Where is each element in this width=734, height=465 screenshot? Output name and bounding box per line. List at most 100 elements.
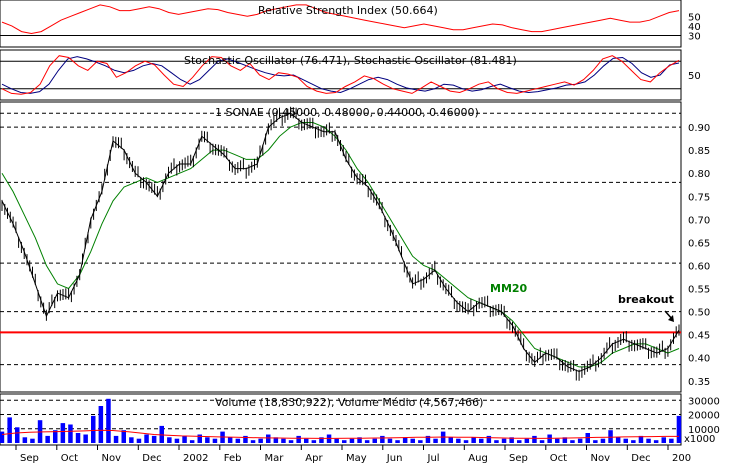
volume-bar: [113, 435, 119, 443]
price-tick-label: 0.50: [688, 308, 710, 319]
rsi-title: Relative Strength Index (50.664): [258, 4, 438, 17]
x-tick-label: Oct: [61, 453, 78, 464]
volume-bar: [151, 435, 157, 443]
stochastic-d-line: [1, 55, 680, 95]
volume-bar: [136, 438, 142, 443]
volume-bar: [273, 437, 279, 443]
x-tick-label: Mar: [265, 453, 285, 464]
price-title: 1 SONAE (0.45000, 0.48000, 0.44000, 0.46…: [215, 106, 479, 119]
volume-bar: [68, 424, 73, 443]
volume-bar: [174, 438, 180, 443]
volume-bar: [296, 435, 301, 443]
volume-bar: [669, 438, 674, 443]
volume-bar: [288, 440, 294, 443]
volume-bar: [311, 440, 317, 443]
volume-bar: [425, 435, 431, 443]
price-tick-label: 0.55: [688, 285, 710, 296]
x-tick-label: Feb: [224, 453, 242, 464]
volume-bar: [281, 438, 286, 443]
volume-bar: [501, 438, 507, 443]
volume-bar: [22, 437, 28, 443]
volume-bar: [661, 437, 666, 443]
volume-bar: [212, 438, 218, 443]
rsi-line: [1, 4, 680, 35]
volume-average-line: [1, 429, 679, 439]
volume-bar: [456, 438, 461, 443]
price-close-line: [1, 112, 680, 373]
volume-title: Volume (18,830,922), Volume Médio (4,567…: [215, 396, 483, 409]
rsi-panel: [0, 0, 682, 48]
volume-bar: [235, 438, 241, 443]
volume-bar: [75, 433, 81, 443]
volume-bar: [517, 440, 522, 443]
breakout-label: breakout: [618, 293, 674, 306]
price-tick-label: 0.75: [688, 192, 710, 203]
volume-bar: [524, 438, 530, 443]
volume-bar: [98, 406, 104, 443]
volume-bar: [205, 437, 210, 443]
volume-bar: [250, 440, 256, 443]
volume-bar: [197, 434, 202, 443]
volume-bar: [532, 435, 537, 443]
x-tick-label: Nov: [102, 453, 122, 464]
volume-bar: [562, 437, 568, 443]
x-tick-label: Oct: [550, 453, 567, 464]
x-tick-label: Apr: [305, 453, 323, 464]
volume-bar: [418, 440, 423, 443]
price-tick-label: 0.80: [688, 169, 710, 180]
volume-bar: [608, 430, 613, 443]
volume-bar: [494, 440, 499, 443]
price-tick-label: 0.90: [688, 123, 710, 134]
stochastic-plot: [0, 55, 681, 95]
rsi-plot: [0, 4, 681, 36]
volume-bar: [479, 438, 484, 443]
volume-bar: [30, 438, 35, 443]
volume-bar: [121, 430, 126, 443]
volume-bar: [357, 437, 362, 443]
volume-bar: [144, 434, 149, 443]
volume-bar: [342, 440, 347, 443]
volume-bar: [53, 430, 58, 443]
volume-bar: [91, 415, 96, 443]
rsi-tick-label: 30: [688, 31, 701, 42]
volume-bar: [463, 440, 469, 443]
volume-bar: [227, 437, 233, 443]
mm20-label: MM20: [490, 282, 528, 295]
rsi-tick-label: 50: [688, 12, 701, 23]
volume-bar: [7, 417, 12, 443]
stochastic-k-line: [1, 56, 680, 94]
breakout-arrow-icon: [664, 310, 674, 322]
volume-bar: [334, 438, 339, 443]
volume-bar: [45, 435, 50, 443]
volume-bar: [387, 438, 393, 443]
volume-bar: [0, 431, 5, 443]
volume-bar: [577, 438, 583, 443]
x-tick-label: 2002: [183, 453, 208, 464]
volume-tick-label: 10000: [688, 425, 720, 436]
volume-bar: [410, 438, 415, 443]
volume-bar: [539, 440, 545, 443]
price-tick-label: 0.65: [688, 238, 710, 249]
volume-bar: [106, 398, 111, 443]
x-tick-label: May: [346, 453, 367, 464]
volume-bar: [60, 423, 66, 443]
price-plot: [0, 106, 681, 381]
volume-bar: [555, 438, 560, 443]
stochastic-panel: [0, 49, 682, 101]
x-tick-label: Sep: [509, 453, 528, 464]
price-tick-label: 0.45: [688, 331, 710, 342]
volume-bar: [600, 438, 606, 443]
stochastic-title: Stochastic Oscillator (76.471), Stochast…: [184, 54, 517, 67]
volume-bar: [448, 437, 453, 443]
x-tick-label: Aug: [468, 453, 488, 464]
volume-bar: [304, 438, 309, 443]
price-tick-label: 0.70: [688, 215, 710, 226]
volume-bar: [631, 440, 636, 443]
volume-bar: [167, 437, 172, 443]
volume-bar: [182, 435, 187, 443]
volume-bar: [258, 438, 263, 443]
volume-bar: [593, 440, 598, 443]
volume-bar: [676, 415, 682, 443]
price-tick-label: 0.60: [688, 262, 710, 273]
volume-bar: [623, 438, 628, 443]
